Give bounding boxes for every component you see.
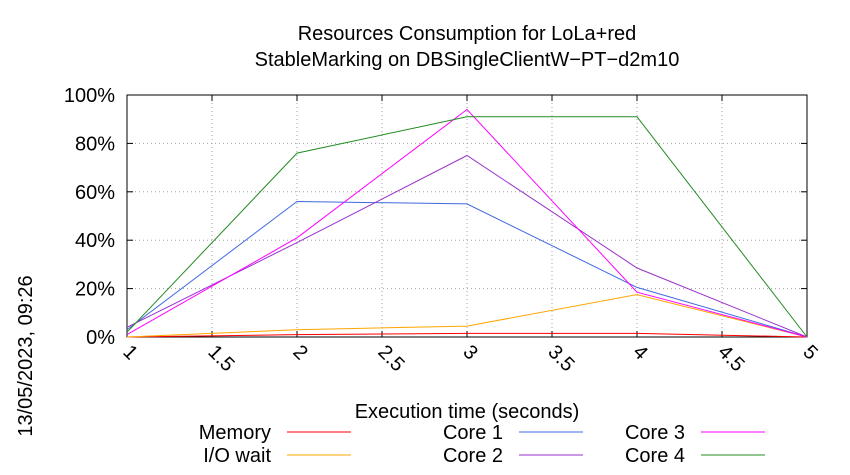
y-tick-label: 60% — [75, 182, 115, 204]
y-tick-label: 0% — [86, 327, 115, 349]
legend-label-core-4: Core 4 — [625, 445, 685, 467]
y-tick-label: 40% — [75, 230, 115, 252]
series-line-core-2 — [126, 154, 808, 338]
timestamp: 13/05/2023, 09:26 — [15, 275, 37, 436]
chart-title-line-1: Resources Consumption for LoLa+red — [298, 23, 637, 45]
x-axis: 1 1.5 2 2.5 3 3.5 4 4.5 5 — [118, 95, 822, 376]
series-line-memory — [126, 332, 808, 338]
series-line-core-1 — [126, 200, 808, 338]
x-tick-label: 1 — [118, 341, 141, 364]
series-line-i-o-wait — [126, 294, 808, 338]
x-tick-label: 2 — [288, 341, 311, 364]
y-tick-label: 100% — [64, 85, 115, 107]
x-tick-label: 5 — [798, 341, 821, 364]
y-axis: 0% 20% 40% 60% 80% 100% — [64, 85, 807, 349]
legend-label-core-3: Core 3 — [625, 422, 685, 444]
legend-label-memory: Memory — [199, 422, 271, 444]
y-tick-label: 80% — [75, 133, 115, 155]
series-line-core-4 — [126, 116, 808, 338]
x-tick-label: 1.5 — [203, 341, 238, 376]
chart-title-line-2: StableMarking on DBSingleClientW−PT−d2m1… — [255, 49, 680, 71]
x-tick-label: 2.5 — [373, 341, 408, 376]
grid — [127, 95, 807, 337]
x-tick-label: 3 — [458, 341, 481, 364]
legend-label-core-2: Core 2 — [443, 445, 503, 467]
x-tick-label: 4.5 — [713, 341, 748, 376]
series-lines — [126, 108, 808, 338]
x-axis-label: Execution time (seconds) — [355, 401, 580, 423]
y-tick-label: 20% — [75, 279, 115, 301]
x-tick-label: 3.5 — [543, 341, 578, 376]
series-line-core-3 — [126, 108, 808, 338]
legend-label-i-o-wait: I/O wait — [203, 445, 271, 467]
legend-label-core-1: Core 1 — [443, 422, 503, 444]
x-tick-label: 4 — [628, 341, 651, 364]
